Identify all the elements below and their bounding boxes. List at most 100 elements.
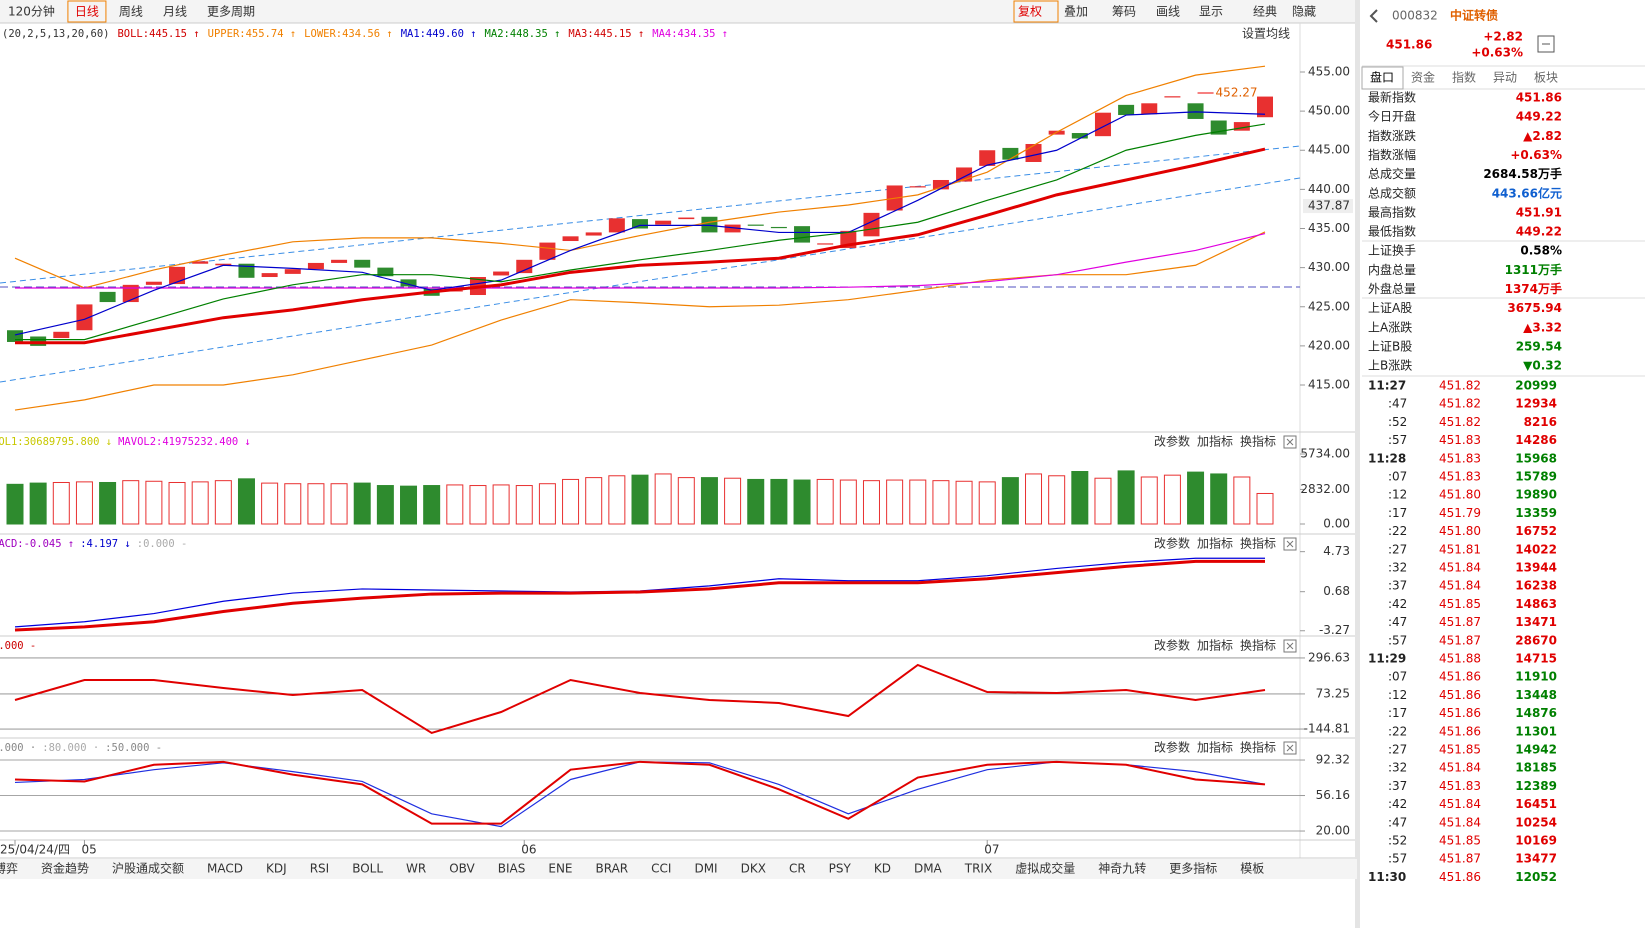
panel-button[interactable]: 加指标 xyxy=(1197,740,1233,755)
quote-tab[interactable]: 指数 xyxy=(1452,70,1476,85)
indicator-tab[interactable]: CCI xyxy=(651,862,671,876)
quote-value: 3675.94 xyxy=(1507,301,1562,315)
period-button[interactable]: 月线 xyxy=(163,5,187,19)
indicator-tab[interactable]: OBV xyxy=(449,862,475,876)
collapse-button[interactable] xyxy=(1537,35,1555,53)
quote-value: 1311万手 xyxy=(1505,262,1562,277)
panel-header: :4.197 ↓ xyxy=(80,538,131,550)
volume-bar xyxy=(1048,475,1066,525)
indicator-tab[interactable]: RSI xyxy=(310,862,330,876)
panel-button[interactable]: 换指标 xyxy=(1240,638,1276,653)
panel-button[interactable]: 换指标 xyxy=(1240,536,1276,551)
indicator-tab[interactable]: 虚拟成交量 xyxy=(1015,861,1075,876)
indicator-tab[interactable]: 更多指标 xyxy=(1169,861,1217,876)
indicator-tab[interactable]: 资金趋势 xyxy=(41,861,89,876)
indicator-tab[interactable]: ENE xyxy=(548,862,572,876)
period-button[interactable]: 周线 xyxy=(119,5,143,19)
indicator-value: MA1:449.60 ↑ xyxy=(401,28,477,40)
tick-price: 451.86 xyxy=(1439,688,1481,702)
quote-label: 指数涨幅 xyxy=(1368,147,1416,162)
period-button[interactable]: 更多周期 xyxy=(207,5,255,19)
indicator-tab[interactable]: DKX xyxy=(741,862,766,876)
tool-button[interactable]: 经典 xyxy=(1253,5,1277,19)
quote-label: 上证换手 xyxy=(1368,244,1416,258)
tool-button[interactable]: 显示 xyxy=(1199,5,1223,19)
indicator-tab[interactable]: BIAS xyxy=(498,862,526,876)
security-name: 中证转债 xyxy=(1450,8,1498,23)
indicator-tab[interactable]: DMA xyxy=(914,862,943,876)
tick-price: 451.80 xyxy=(1439,524,1481,538)
tool-button[interactable]: 复权 xyxy=(1018,5,1042,19)
indicator-line xyxy=(14,559,1265,632)
tick-volume: 12389 xyxy=(1515,779,1557,793)
set-ma-button[interactable]: 设置均线 xyxy=(1242,27,1290,41)
indicator-tab[interactable]: KD xyxy=(874,862,891,876)
close-button[interactable] xyxy=(1283,435,1297,449)
quote-tab[interactable]: 板块 xyxy=(1534,71,1558,85)
indicator-tab[interactable]: BOLL xyxy=(352,862,383,876)
indicator-tab[interactable]: DMI xyxy=(694,862,717,876)
indicator-tab[interactable]: 沪股通成交额 xyxy=(112,861,184,876)
period-button[interactable]: 日线 xyxy=(75,5,99,19)
panel-button[interactable]: 改参数 xyxy=(1154,434,1190,449)
candle-body xyxy=(1164,96,1181,98)
indicator-tab[interactable]: TRIX xyxy=(964,862,992,876)
indicator-tab[interactable]: PSY xyxy=(829,862,852,876)
quote-value: 451.86 xyxy=(1516,91,1562,105)
panel-button[interactable]: 改参数 xyxy=(1154,536,1190,551)
quote-label: 内盘总量 xyxy=(1368,262,1416,277)
tick-time: :17 xyxy=(1388,506,1407,520)
close-button[interactable] xyxy=(1283,639,1297,653)
panel-button[interactable]: 换指标 xyxy=(1240,434,1276,449)
indicator-value: BOLL:445.15 ↑ xyxy=(117,28,199,40)
tick-price: 451.88 xyxy=(1439,652,1481,666)
tool-button[interactable]: 画线 xyxy=(1156,5,1180,19)
indicator-tab[interactable]: CR xyxy=(789,862,806,876)
indicator-tab[interactable]: 博弈 xyxy=(0,861,18,876)
close-icon xyxy=(1286,642,1294,650)
tick-price: 451.83 xyxy=(1439,779,1481,793)
panel-button[interactable]: 改参数 xyxy=(1154,638,1190,653)
y-tick-label: 0.00 xyxy=(1323,517,1350,531)
indicator-tab[interactable]: 模板 xyxy=(1240,862,1264,876)
back-arrow xyxy=(1369,9,1378,23)
tick-time: :37 xyxy=(1388,779,1407,793)
tick-price: 451.87 xyxy=(1439,633,1481,647)
quote-tab[interactable]: 资金 xyxy=(1411,70,1435,85)
panel-button[interactable]: 加指标 xyxy=(1197,638,1233,653)
y-tick-label: 450.00 xyxy=(1308,104,1350,118)
indicator-tab[interactable]: KDJ xyxy=(266,862,287,876)
period-button[interactable]: 120分钟 xyxy=(8,4,55,19)
close-button[interactable] xyxy=(1283,741,1297,755)
candle-body xyxy=(1071,133,1088,139)
splitter[interactable] xyxy=(1355,0,1360,928)
candle-body xyxy=(678,217,695,220)
tick-time: :22 xyxy=(1388,524,1407,538)
volume-bar xyxy=(469,485,487,525)
indicator-tab[interactable]: BRAR xyxy=(596,862,629,876)
tick-volume: 19890 xyxy=(1515,488,1557,502)
volume-bar xyxy=(446,484,464,525)
tool-button[interactable]: 隐藏 xyxy=(1292,5,1316,19)
quote-tab[interactable]: 异动 xyxy=(1493,71,1517,85)
indicator-tab[interactable]: WR xyxy=(406,862,426,876)
panel-button[interactable]: 加指标 xyxy=(1197,434,1233,449)
candle-body xyxy=(192,261,209,264)
panel-header: 0.000 · xyxy=(0,742,36,754)
tick-time: :27 xyxy=(1388,542,1407,556)
tool-button[interactable]: 筹码 xyxy=(1112,5,1136,19)
tool-button[interactable]: 叠加 xyxy=(1064,5,1088,19)
quote-tab[interactable]: 盘口 xyxy=(1370,70,1394,85)
indicator-tab[interactable]: MACD xyxy=(207,862,243,876)
indicator-line xyxy=(14,111,1266,336)
panel-button[interactable]: 加指标 xyxy=(1197,536,1233,551)
volume-bar xyxy=(1071,471,1089,525)
panel-button[interactable]: 换指标 xyxy=(1240,740,1276,755)
close-button[interactable] xyxy=(1283,537,1297,551)
indicator-tab[interactable]: 神奇九转 xyxy=(1098,861,1146,876)
panel-button[interactable]: 改参数 xyxy=(1154,740,1190,755)
volume-bar xyxy=(1187,471,1205,525)
volume-bar xyxy=(886,479,904,525)
candle-body xyxy=(99,291,116,303)
price-change-pct: +0.63% xyxy=(1471,46,1523,60)
